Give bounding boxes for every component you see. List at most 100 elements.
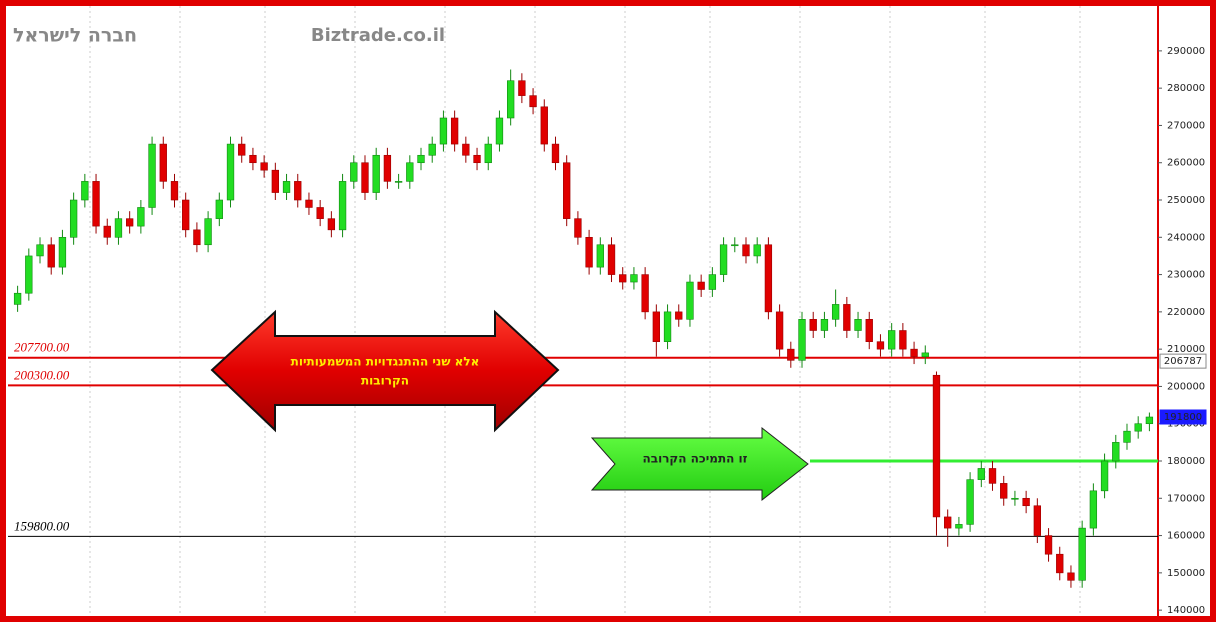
candle-body bbox=[193, 229, 201, 246]
candle-body bbox=[630, 274, 638, 283]
candle-body bbox=[1044, 535, 1053, 555]
candle-body bbox=[58, 236, 67, 268]
y-tick-label: 250000 bbox=[1167, 195, 1205, 206]
candle-body bbox=[731, 244, 739, 247]
candle-body bbox=[775, 311, 784, 350]
y-tick-label: 220000 bbox=[1167, 307, 1205, 318]
price-marker-label: 206787 bbox=[1164, 356, 1202, 367]
candle-body bbox=[394, 181, 403, 183]
candle-body bbox=[305, 199, 313, 208]
candle-body bbox=[697, 281, 705, 290]
candle-body bbox=[1011, 497, 1019, 500]
candle-body bbox=[1067, 572, 1075, 581]
annotation-line: אלא שני ההתנגדויות המשמעותיות bbox=[291, 355, 480, 369]
vertical-grid bbox=[89, 6, 1081, 616]
candle-body bbox=[887, 330, 896, 350]
candle-body bbox=[955, 524, 963, 529]
candle-body bbox=[977, 468, 985, 480]
candle-body bbox=[753, 244, 761, 257]
candle-body bbox=[529, 95, 537, 108]
candle-body bbox=[1089, 490, 1098, 529]
candle-body bbox=[831, 304, 840, 320]
candle-body bbox=[809, 319, 817, 331]
candle-body bbox=[820, 319, 829, 331]
candle-body bbox=[619, 274, 627, 283]
candle-body bbox=[663, 311, 672, 342]
candle-body bbox=[92, 181, 100, 227]
candle-body bbox=[585, 236, 593, 268]
y-tick-label: 290000 bbox=[1167, 46, 1205, 57]
candle-body bbox=[843, 304, 851, 331]
y-tick-label: 260000 bbox=[1167, 158, 1205, 169]
candle-body bbox=[1100, 460, 1109, 492]
candle-body bbox=[574, 218, 582, 238]
candle-body bbox=[787, 348, 795, 361]
arrow-shape bbox=[590, 426, 809, 502]
candle-body bbox=[462, 143, 470, 156]
site-name: Biztrade.co.il bbox=[311, 25, 445, 46]
candle-body bbox=[316, 207, 324, 219]
background bbox=[6, 6, 1210, 616]
level-label: 207700.00 bbox=[14, 340, 70, 355]
y-tick-label: 270000 bbox=[1167, 120, 1205, 131]
candle-body bbox=[495, 117, 504, 145]
candle-body bbox=[1145, 416, 1154, 425]
candle-body bbox=[1000, 483, 1008, 499]
candle-body bbox=[338, 181, 347, 231]
candle-body bbox=[103, 225, 111, 238]
candle-body bbox=[1078, 527, 1086, 581]
y-tick-label: 150000 bbox=[1167, 568, 1205, 579]
y-tick-label: 180000 bbox=[1167, 456, 1205, 467]
candle-body bbox=[641, 274, 649, 313]
candle-body bbox=[137, 207, 145, 227]
candle-body bbox=[282, 181, 291, 193]
candle-body bbox=[249, 154, 257, 164]
resistance-arrow: אלא שני ההתנגדויות המשמעותיות הקרובות bbox=[210, 309, 560, 433]
y-tick-label: 280000 bbox=[1167, 83, 1205, 94]
y-tick-label: 140000 bbox=[1167, 605, 1205, 616]
candle-body bbox=[226, 143, 235, 201]
candle-body bbox=[719, 244, 728, 275]
candle-body bbox=[350, 162, 358, 182]
candle-body bbox=[383, 154, 392, 182]
candle-body bbox=[607, 244, 616, 275]
arrow-shape bbox=[210, 309, 560, 433]
candle-body bbox=[148, 143, 156, 208]
candle-body bbox=[361, 162, 369, 193]
candle-body bbox=[204, 218, 212, 246]
y-tick-label: 230000 bbox=[1167, 270, 1205, 281]
y-tick-label: 200000 bbox=[1167, 381, 1205, 392]
candle-body bbox=[114, 218, 123, 238]
candle-body bbox=[596, 244, 604, 268]
support-arrow: זו התמיכה הקרובה bbox=[590, 426, 809, 502]
annotation-line: הקרובות bbox=[361, 374, 409, 388]
candle-body bbox=[47, 244, 55, 268]
candle-body bbox=[1112, 442, 1120, 462]
candle-body bbox=[551, 143, 560, 164]
candle-body bbox=[876, 341, 885, 350]
candle-body bbox=[428, 143, 436, 156]
level-label: 159800.00 bbox=[14, 518, 70, 533]
candle-body bbox=[215, 199, 223, 219]
candle-body bbox=[652, 311, 660, 342]
candle-body bbox=[1056, 553, 1064, 574]
candle-body bbox=[439, 117, 448, 145]
candle-body bbox=[854, 319, 862, 331]
candle-body bbox=[1123, 430, 1131, 443]
price-marker-box bbox=[1159, 353, 1207, 369]
candle-body bbox=[25, 255, 33, 294]
candle-body bbox=[910, 348, 918, 357]
candle-body bbox=[708, 274, 717, 290]
y-tick-label: 160000 bbox=[1167, 531, 1205, 542]
candle-body bbox=[260, 162, 268, 171]
candle-body bbox=[944, 516, 952, 529]
y-tick-label: 170000 bbox=[1167, 493, 1205, 504]
candle-body bbox=[327, 218, 336, 231]
candle-body bbox=[484, 143, 492, 164]
candle-body bbox=[372, 154, 380, 193]
candle-body bbox=[406, 162, 414, 182]
candle-body bbox=[1134, 423, 1142, 432]
candle-body bbox=[473, 154, 481, 164]
